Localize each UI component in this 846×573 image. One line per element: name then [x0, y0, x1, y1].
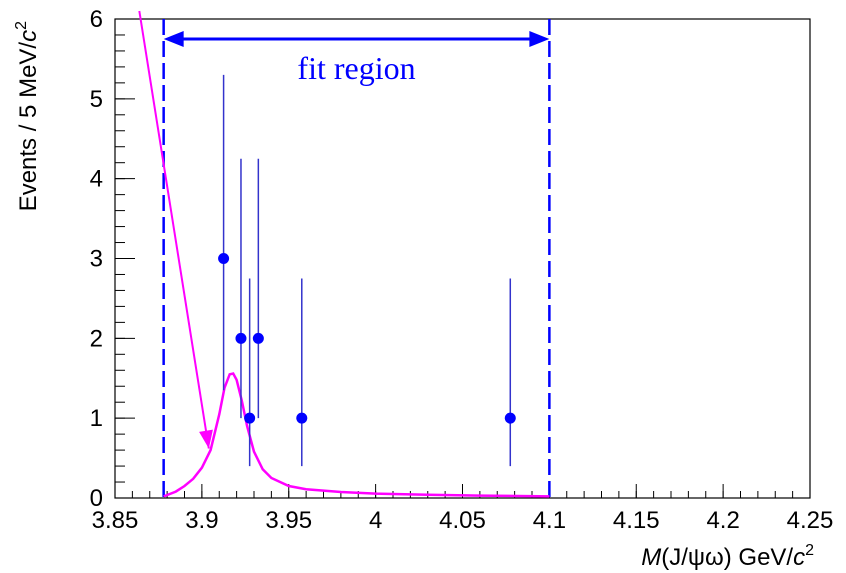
x-axis-title: M(J/ψω) GeV/c2 [641, 542, 814, 571]
y-tick-label: 5 [90, 86, 103, 113]
y-axis-title-sup: 2 [13, 21, 30, 30]
x-tick-label: 4.25 [787, 507, 834, 534]
x-tick-label: 4.2 [706, 507, 739, 534]
x-tick-label: 3.85 [92, 507, 139, 534]
y-tick-label: 1 [90, 405, 103, 432]
fit-curve [163, 372, 550, 498]
x-axis-title-main: (J/ψω) GeV/ [661, 544, 793, 571]
y-tick-label: 3 [90, 246, 103, 273]
data-point [252, 332, 264, 344]
y-tick-label: 4 [90, 166, 103, 193]
axes: 3.85 3.9 3.95 4 4.05 4.1 4.15 4.2 4.25 0 1 2 3 4 5 6 [90, 6, 834, 534]
x-tick-label: 4 [369, 507, 382, 534]
y-axis-title-c: c [15, 30, 42, 42]
fit-region-arrowhead-right [529, 30, 550, 47]
pointer-arrowhead [199, 429, 213, 449]
data-point [235, 332, 247, 344]
data-point [244, 412, 256, 424]
data-point [296, 412, 308, 424]
data-point [504, 412, 516, 424]
y-tick-label: 0 [90, 485, 103, 512]
data-layer [138, 10, 550, 498]
y-axis-title-main: Events / 5 MeV/ [15, 42, 42, 212]
x-axis-title-sup: 2 [805, 542, 814, 559]
y-axis-title: Events / 5 MeV/c2 [13, 21, 42, 211]
fit-region-label: fit region [297, 50, 415, 86]
pointer-arrow-shaft [138, 10, 210, 449]
x-axis-title-c: c [793, 544, 805, 571]
fit-region-arrowhead-left [163, 30, 184, 47]
x-tick-label: 3.9 [185, 507, 218, 534]
x-tick-label: 4.05 [439, 507, 486, 534]
fit-region [162, 19, 551, 498]
x-tick-label: 3.95 [265, 507, 312, 534]
y-tick-label: 2 [90, 325, 103, 352]
x-axis-title-italic: M [641, 544, 661, 571]
x-tick-label: 4.1 [533, 507, 566, 534]
data-point [218, 253, 230, 264]
y-tick-label: 6 [90, 6, 103, 33]
x-tick-label: 4.15 [613, 507, 660, 534]
